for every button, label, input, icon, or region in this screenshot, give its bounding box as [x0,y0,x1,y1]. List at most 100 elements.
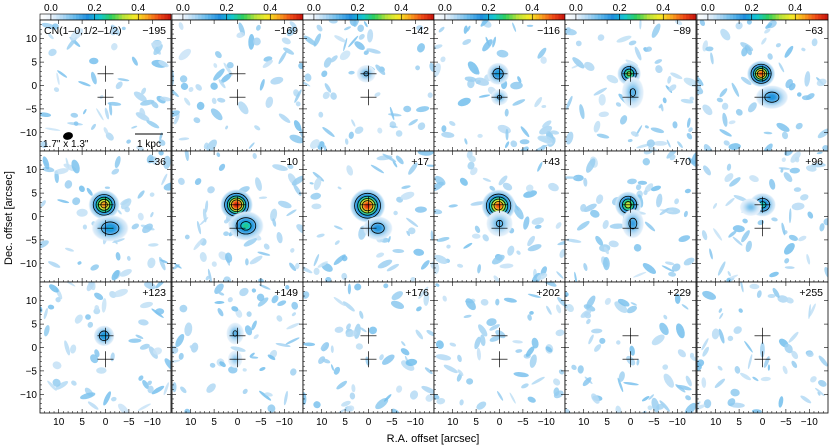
colorbar-segment [388,14,392,20]
noise-speckle [571,364,577,371]
noise-speckle [48,48,57,57]
noise-speckle [244,325,253,336]
noise-speckle [677,141,683,148]
noise-speckle [73,121,79,126]
noise-speckle [681,304,689,310]
channel-panel: +96 [696,150,829,283]
colorbar-segment [66,14,70,20]
noise-speckle [668,84,677,92]
colorbar-segment [733,14,737,20]
noise-speckle [752,376,759,382]
colorbar-tick-label: 0.4 [525,3,539,14]
colorbar-segment [824,14,829,20]
noise-speckle [602,257,610,271]
noise-speckle [401,341,406,347]
noise-speckle [420,260,430,270]
noise-speckle [435,283,440,287]
colorbar-segment [522,14,527,20]
noise-speckle [155,282,167,289]
noise-speckle [684,188,691,194]
noise-speckle [163,182,171,191]
noise-speckle [801,95,811,101]
emission-blob [621,208,645,239]
contour-line [354,192,381,219]
noise-speckle [42,166,55,173]
noise-speckle [800,194,809,201]
colorbar-segment [125,14,129,20]
noise-speckle [303,392,307,405]
noise-speckle [290,368,297,376]
colorbar-segment [214,14,219,20]
noise-speckle [40,141,48,148]
noise-speckle [778,62,785,73]
noise-speckle [330,364,335,371]
noise-speckle [474,336,481,350]
colorbar-tick-label: 0.4 [394,3,408,14]
noise-speckle [807,211,814,219]
noise-speckle [512,22,517,32]
noise-speckle [718,328,725,344]
noise-speckle [179,75,188,83]
channel-panel: +176 [302,281,435,414]
noise-speckle [56,72,60,85]
noise-speckle [285,337,300,345]
noise-speckle [749,283,760,290]
noise-speckle [96,108,104,121]
colorbar-tick-label: 0.0 [44,3,58,14]
y-tick-label: 0 [31,212,37,223]
noise-speckle [635,184,642,191]
noise-speckle [262,59,273,68]
noise-speckle [310,192,322,200]
colorbar-segment [555,14,559,20]
colorbar-segment [492,14,497,20]
noise-speckle [65,247,74,252]
noise-speckle [745,240,752,253]
noise-speckle [505,128,509,141]
noise-speckle [717,365,723,371]
noise-speckle [137,190,145,199]
noise-speckle [258,196,268,199]
noise-speckle [158,151,164,156]
noise-speckle [318,111,324,118]
colorbar-segment [72,14,77,20]
noise-speckle [642,158,651,166]
noise-speckle [777,295,789,303]
noise-speckle [740,282,744,293]
colorbar-tick-label: 0.2 [351,3,365,14]
y-tick-label: 5 [31,58,37,69]
colorbar-segment [144,14,149,20]
colorbar-segment [92,14,97,20]
x-tick-label: 5 [736,417,742,428]
noise-speckle [255,177,262,192]
noise-speckle [126,255,131,261]
noise-speckle [377,127,383,134]
colorbar-segment [194,14,199,20]
noise-speckle [630,302,637,306]
noise-speckle [446,244,451,249]
colorbar-tick-label: 0.2 [613,3,627,14]
noise-speckle [697,73,704,86]
noise-speckle [218,163,226,172]
colorbar-segment [630,14,635,20]
noise-speckle [286,322,300,330]
noise-speckle [252,153,257,159]
noise-speckle [322,127,335,137]
noise-speckle [573,174,584,182]
colorbar-segment [250,14,255,20]
noise-speckle [536,272,548,281]
noise-speckle [303,342,316,347]
x-tick-label: −5 [255,417,267,428]
noise-speckle [599,337,606,344]
noise-speckle [784,45,794,58]
noise-speckle [147,257,156,269]
noise-speckle [343,26,352,31]
noise-speckle [391,408,400,413]
colorbar-tick-label: 0.4 [131,3,145,14]
colorbar-tick-label: 0.0 [307,3,321,14]
noise-speckle [805,165,817,172]
noise-speckle [252,37,261,46]
noise-speckle [289,21,297,29]
noise-speckle [416,106,430,113]
noise-speckle [413,248,425,256]
noise-speckle [448,204,458,208]
